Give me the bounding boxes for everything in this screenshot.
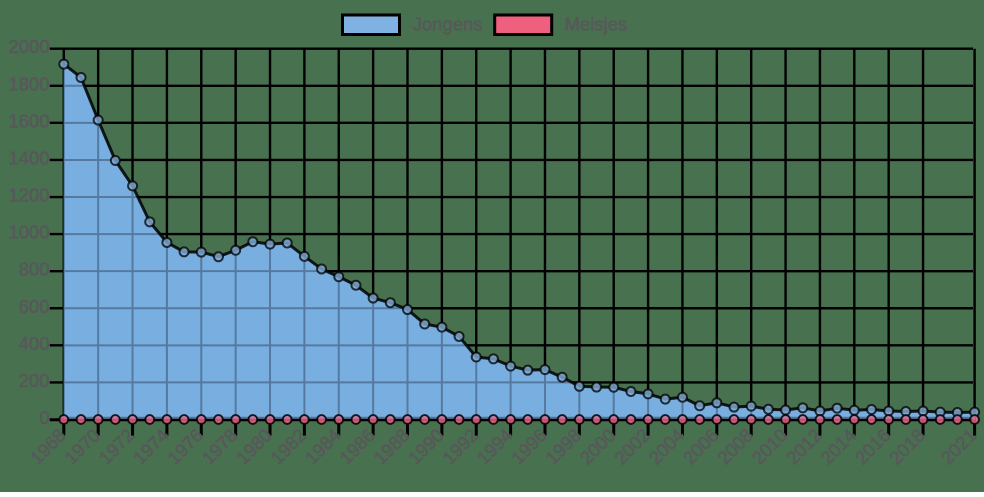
svg-text:600: 600 [19, 296, 50, 317]
svg-text:200: 200 [19, 370, 50, 391]
svg-text:0: 0 [39, 407, 49, 428]
svg-text:Jongens: Jongens [413, 13, 483, 34]
svg-text:400: 400 [19, 333, 50, 354]
svg-text:Meisjes: Meisjes [565, 13, 628, 34]
svg-text:1400: 1400 [8, 147, 49, 168]
svg-text:2000: 2000 [8, 36, 49, 57]
svg-text:1600: 1600 [8, 110, 49, 131]
svg-text:1800: 1800 [8, 73, 49, 94]
svg-text:800: 800 [19, 259, 50, 280]
svg-text:1200: 1200 [8, 185, 49, 206]
svg-text:1000: 1000 [8, 222, 49, 243]
